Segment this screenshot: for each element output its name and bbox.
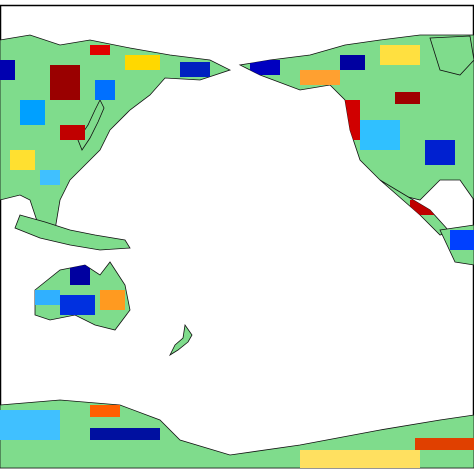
- new-zealand: [169, 323, 193, 357]
- cell: [90, 428, 160, 440]
- cell: [300, 450, 420, 468]
- cell: [380, 45, 420, 65]
- cell: [0, 60, 15, 80]
- cell: [415, 438, 474, 450]
- cell: [20, 100, 45, 125]
- cell: [60, 125, 85, 140]
- cell: [95, 80, 115, 100]
- cell: [100, 290, 125, 310]
- cell: [450, 230, 474, 250]
- cell: [340, 55, 365, 70]
- cell: [40, 170, 60, 185]
- cell: [50, 65, 80, 100]
- cell: [180, 62, 210, 77]
- cell: [0, 410, 60, 440]
- cell: [10, 150, 35, 170]
- cell: [60, 295, 95, 315]
- greenland: [429, 35, 474, 76]
- cell: [35, 290, 60, 305]
- indonesia: [14, 214, 131, 251]
- cell: [300, 70, 340, 85]
- cell: [90, 405, 120, 417]
- cell: [250, 60, 280, 75]
- cell: [360, 120, 400, 150]
- cell: [395, 92, 420, 104]
- cell: [70, 265, 90, 285]
- cell: [125, 55, 160, 70]
- cell: [90, 45, 110, 55]
- cell: [425, 140, 455, 165]
